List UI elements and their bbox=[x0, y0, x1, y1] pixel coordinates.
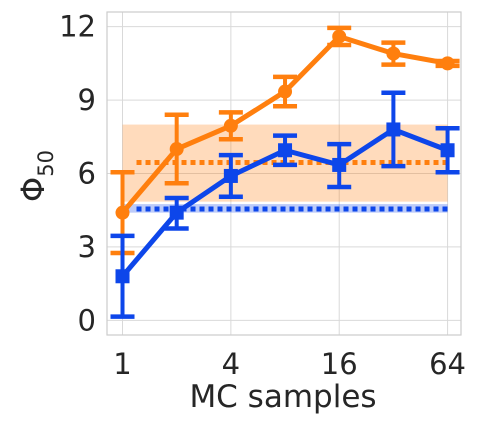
y-tick-label: 9 bbox=[78, 83, 96, 117]
data-point bbox=[169, 205, 184, 220]
data-point bbox=[440, 143, 455, 158]
y-axis-label-main: Φ bbox=[14, 177, 52, 202]
y-tick-label: 0 bbox=[78, 303, 96, 337]
data-point bbox=[332, 157, 347, 172]
series bbox=[110, 25, 460, 256]
x-tick-label: 64 bbox=[429, 347, 466, 381]
x-tick-label: 1 bbox=[113, 347, 131, 381]
x-tick-label: 4 bbox=[222, 347, 240, 381]
series-group bbox=[110, 25, 460, 319]
series bbox=[110, 90, 460, 319]
data-point bbox=[169, 142, 184, 157]
data-point bbox=[278, 84, 293, 99]
y-tick-label: 12 bbox=[59, 10, 96, 44]
data-point bbox=[440, 56, 455, 71]
x-tick-label: 16 bbox=[321, 347, 358, 381]
y-axis-label-subscript: 50 bbox=[34, 150, 58, 177]
x-tick-labels: 1 4 16 64 bbox=[113, 347, 466, 381]
data-point bbox=[223, 168, 238, 183]
data-point bbox=[115, 269, 130, 284]
data-point bbox=[223, 118, 238, 133]
plot-frame bbox=[106, 11, 462, 336]
y-tick-label: 3 bbox=[78, 230, 96, 264]
data-point bbox=[332, 29, 347, 44]
x-axis-label: MC samples bbox=[189, 379, 376, 415]
data-point bbox=[278, 143, 293, 158]
data-point bbox=[386, 122, 401, 137]
data-point bbox=[386, 46, 401, 61]
y-axis-label: Φ50 bbox=[14, 150, 58, 202]
y-tick-labels: 0 3 6 9 12 bbox=[59, 10, 96, 338]
data-point bbox=[115, 205, 130, 220]
baseline-lines bbox=[136, 159, 448, 212]
y-tick-label: 6 bbox=[78, 157, 96, 191]
